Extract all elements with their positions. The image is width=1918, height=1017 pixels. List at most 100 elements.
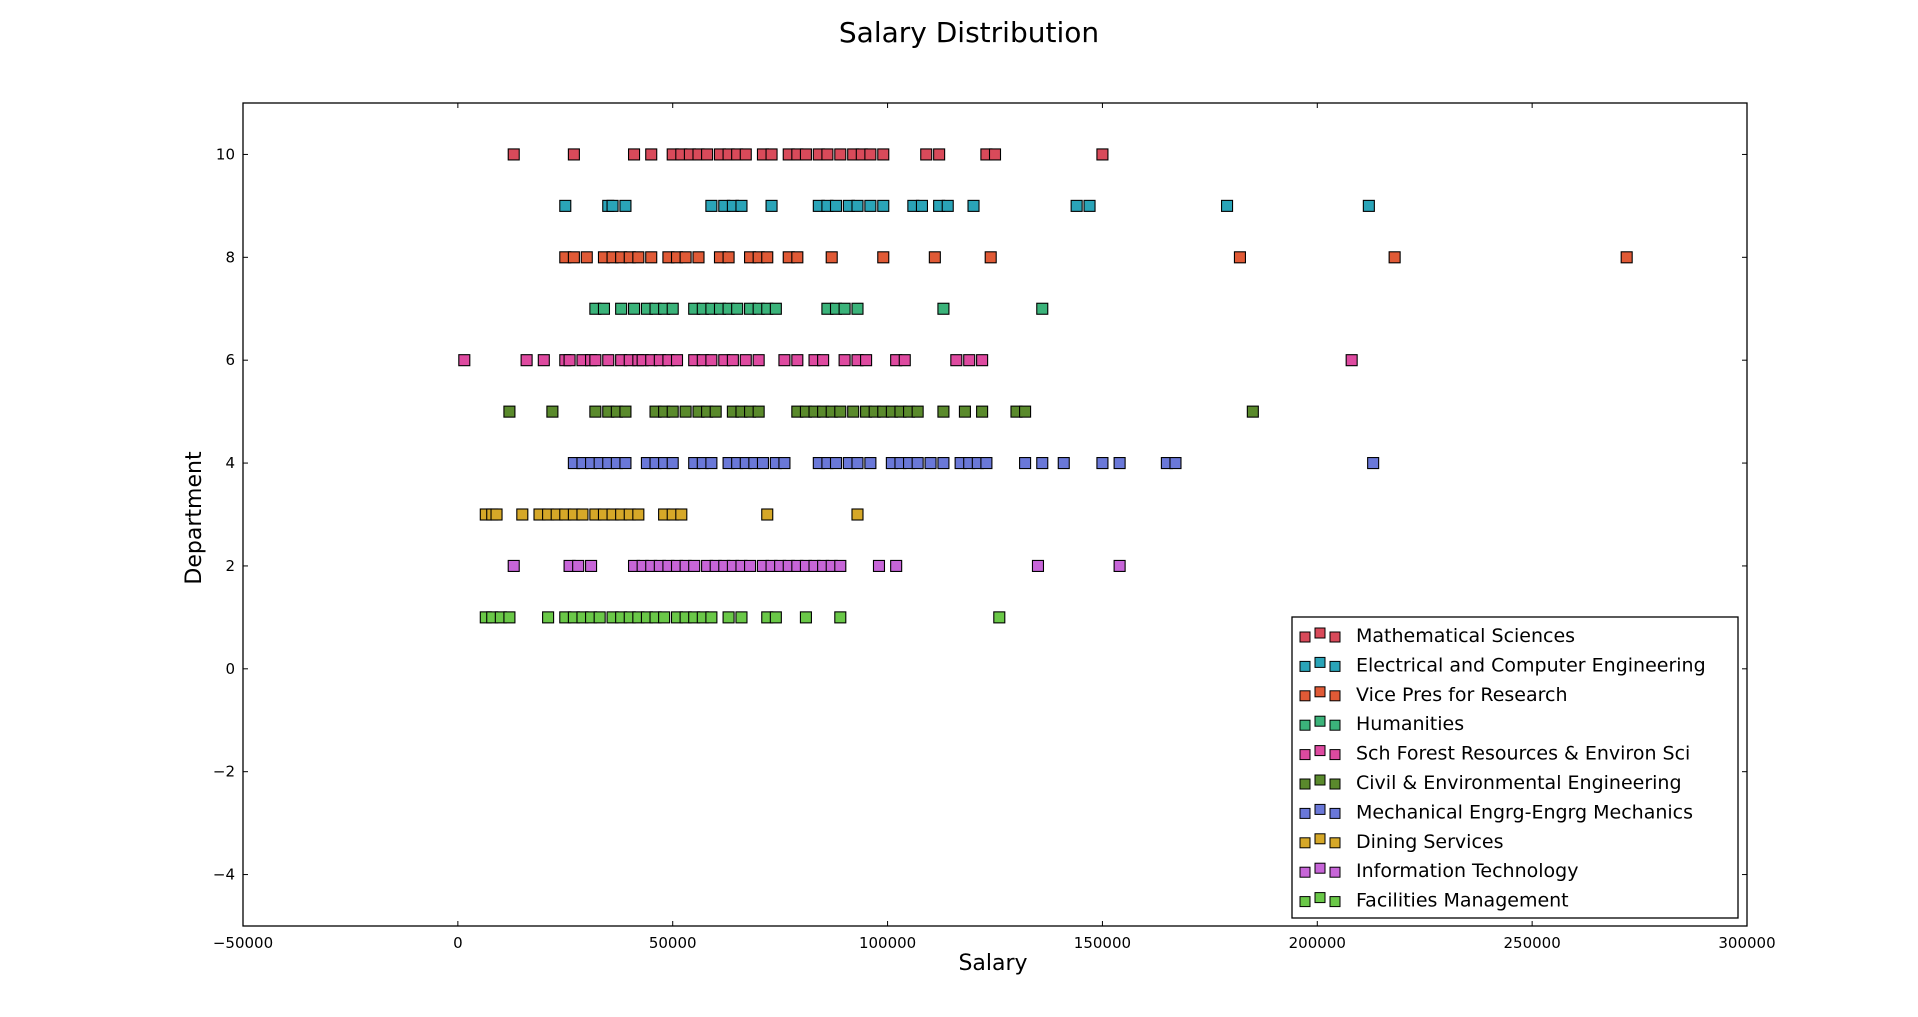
data-point <box>709 405 722 418</box>
data-point <box>838 354 851 367</box>
data-point <box>847 405 860 418</box>
data-point <box>799 611 812 624</box>
x-tick-label: 300000 <box>1718 934 1775 952</box>
data-point <box>507 148 520 161</box>
series-group <box>507 148 1109 161</box>
data-point <box>679 405 692 418</box>
data-point <box>576 508 589 521</box>
legend-marker <box>1299 660 1311 672</box>
legend-marker <box>1314 745 1326 757</box>
data-point <box>1036 302 1049 315</box>
data-point <box>761 508 774 521</box>
legend-marker <box>1314 774 1326 786</box>
data-point <box>507 559 520 572</box>
data-point <box>864 148 877 161</box>
data-point <box>567 251 580 264</box>
y-tick-label: 4 <box>225 454 235 472</box>
legend-marker <box>1314 803 1326 815</box>
data-point <box>937 457 950 470</box>
data-markers <box>458 148 1633 624</box>
data-point <box>860 354 873 367</box>
legend-marker <box>1314 656 1326 668</box>
data-point <box>928 251 941 264</box>
legend-label: Sch Forest Resources & Environ Sci <box>1356 743 1690 765</box>
data-point <box>1620 251 1633 264</box>
data-point <box>658 611 671 624</box>
data-point <box>585 559 598 572</box>
legend-marker <box>1329 719 1341 731</box>
data-point <box>937 302 950 315</box>
data-point <box>1083 199 1096 212</box>
data-point <box>1233 251 1246 264</box>
y-tick-label: −2 <box>213 763 235 781</box>
data-point <box>490 508 503 521</box>
legend-marker <box>1329 631 1341 643</box>
legend-marker <box>1299 837 1311 849</box>
axis-ticks: −50000 0 50000 100000 150000 200000 250000 3000… <box>213 103 1776 952</box>
y-tick-label: 0 <box>225 660 235 678</box>
legend-marker <box>1329 896 1341 908</box>
legend-marker <box>1329 690 1341 702</box>
data-point <box>679 251 692 264</box>
data-point <box>619 199 632 212</box>
legend: Mathematical Sciences Electrical and Comp… <box>1291 616 1739 919</box>
legend-marker <box>1299 631 1311 643</box>
data-point <box>984 251 997 264</box>
data-point <box>911 405 924 418</box>
data-point <box>572 559 585 572</box>
data-point <box>976 354 989 367</box>
chart-title: Salary Distribution <box>839 16 1099 49</box>
legend-entry: Facilities Management <box>1299 890 1569 912</box>
data-point <box>537 354 550 367</box>
y-tick-label: 2 <box>225 557 235 575</box>
data-point <box>1246 405 1259 418</box>
data-point <box>615 302 628 315</box>
data-point <box>941 199 954 212</box>
data-point <box>705 611 718 624</box>
data-point <box>821 148 834 161</box>
legend-label: Electrical and Computer Engineering <box>1356 654 1706 676</box>
x-axis-title: Salary <box>958 951 1027 976</box>
data-point <box>546 405 559 418</box>
data-point <box>567 148 580 161</box>
legend-marker <box>1299 749 1311 761</box>
data-point <box>1096 148 1109 161</box>
data-point <box>877 199 890 212</box>
series-group <box>458 354 1358 367</box>
legend-label: Mechanical Engrg-Engrg Mechanics <box>1356 801 1693 823</box>
legend-marker <box>1314 833 1326 845</box>
data-point <box>791 251 804 264</box>
legend-label: Facilities Management <box>1356 890 1569 912</box>
data-point <box>670 354 684 367</box>
data-point <box>911 457 924 470</box>
data-point <box>705 199 718 212</box>
legend-label: Dining Services <box>1356 831 1504 853</box>
data-point <box>722 611 735 624</box>
data-point <box>834 405 847 418</box>
data-point <box>851 508 864 521</box>
data-point <box>834 611 847 624</box>
data-point <box>890 559 903 572</box>
data-point <box>520 354 533 367</box>
legend-marker <box>1329 837 1341 849</box>
data-point <box>988 148 1002 161</box>
data-point <box>825 251 838 264</box>
legend-entry: Mechanical Engrg-Engrg Mechanics <box>1299 801 1693 823</box>
data-point <box>722 251 735 264</box>
legend-marker <box>1299 690 1311 702</box>
data-point <box>1169 457 1182 470</box>
data-point <box>756 457 770 470</box>
data-point <box>1036 457 1049 470</box>
legend-label: Mathematical Sciences <box>1356 625 1575 647</box>
data-point <box>864 457 877 470</box>
legend-marker <box>1329 807 1341 819</box>
data-point <box>778 354 791 367</box>
data-point <box>851 199 864 212</box>
data-point <box>692 251 705 264</box>
series-group <box>503 405 1259 418</box>
data-point <box>589 405 602 418</box>
legend-label: Humanities <box>1356 713 1464 735</box>
legend-marker <box>1329 778 1341 790</box>
legend-marker <box>1314 627 1326 639</box>
x-tick-label: −50000 <box>213 934 273 952</box>
